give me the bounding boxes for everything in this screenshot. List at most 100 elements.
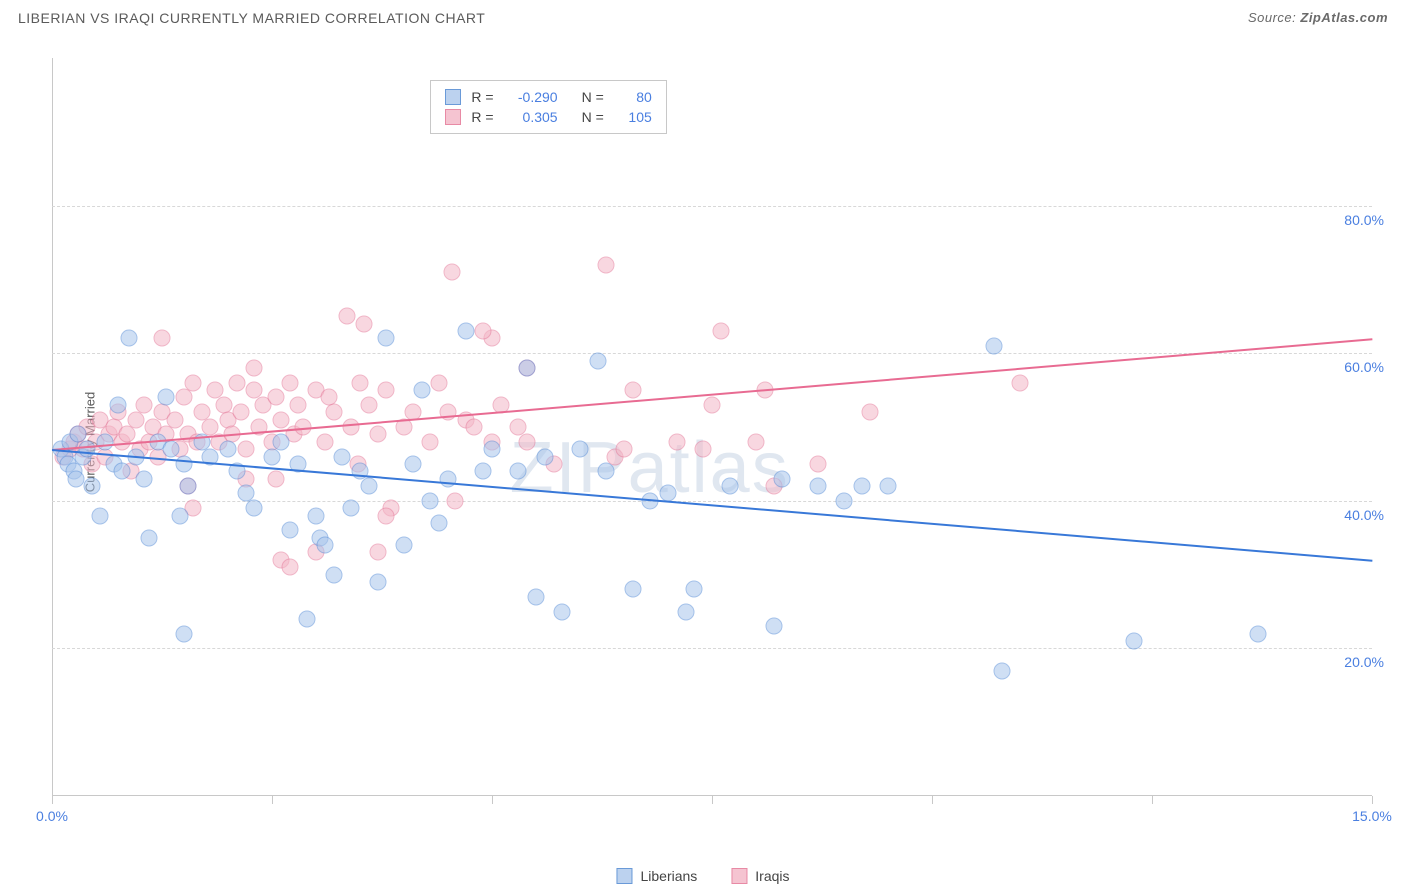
data-point [624,382,641,399]
data-point [444,264,461,281]
data-point [369,426,386,443]
data-point [422,433,439,450]
data-point [220,441,237,458]
data-point [519,433,536,450]
x-tick [272,796,273,804]
data-point [1126,633,1143,650]
data-point [299,610,316,627]
data-point [431,514,448,531]
data-point [114,463,131,480]
x-tick-label: 15.0% [1352,808,1392,824]
data-point [272,411,289,428]
data-point [264,448,281,465]
data-point [180,478,197,495]
data-point [624,581,641,598]
data-point [404,455,421,472]
data-point [136,396,153,413]
x-tick [492,796,493,804]
data-point [616,441,633,458]
data-point [668,433,685,450]
data-point [721,478,738,495]
data-point [136,470,153,487]
data-point [431,374,448,391]
data-point [704,396,721,413]
data-point [92,507,109,524]
legend-swatch [445,109,461,125]
legend-n-label: N = [582,109,604,125]
data-point [765,618,782,635]
legend-n-value: 105 [614,109,652,125]
data-point [836,492,853,509]
legend-swatch-pink [731,868,747,884]
data-point [994,662,1011,679]
y-tick-label: 20.0% [1344,654,1384,670]
data-point [79,441,96,458]
data-point [325,566,342,583]
legend-stat-row: R =0.305N =105 [445,107,651,127]
data-point [167,411,184,428]
data-point [162,441,179,458]
data-point [510,463,527,480]
data-point [228,374,245,391]
data-point [316,433,333,450]
x-tick [712,796,713,804]
x-tick [1372,796,1373,804]
data-point [774,470,791,487]
data-point [413,382,430,399]
data-point [237,441,254,458]
legend-n-label: N = [582,89,604,105]
data-point [352,374,369,391]
data-point [378,382,395,399]
data-point [272,433,289,450]
data-point [356,315,373,332]
data-point [176,389,193,406]
x-tick-label: 0.0% [36,808,68,824]
data-point [325,404,342,421]
plot-region: 20.0%40.0%60.0%80.0%0.0%15.0%ZIPatlasR =… [38,50,1386,834]
legend-swatch-blue [616,868,632,884]
data-point [67,470,84,487]
data-point [396,537,413,554]
data-point [809,455,826,472]
data-point [985,337,1002,354]
data-point [475,463,492,480]
data-point [127,411,144,428]
chart-area: Currently Married 20.0%40.0%60.0%80.0%0.… [38,50,1386,834]
y-tick-label: 40.0% [1344,507,1384,523]
legend-n-value: 80 [614,89,652,105]
data-point [176,455,193,472]
data-point [140,529,157,546]
legend-swatch [445,89,461,105]
chart-source: Source: ZipAtlas.com [1248,10,1388,26]
data-point [369,544,386,561]
data-point [246,359,263,376]
x-tick [932,796,933,804]
x-tick [52,796,53,804]
data-point [334,448,351,465]
data-point [184,374,201,391]
data-point [536,448,553,465]
data-point [1249,625,1266,642]
data-point [378,507,395,524]
legend-stat-row: R =-0.290N =80 [445,87,651,107]
data-point [121,330,138,347]
data-point [268,389,285,406]
data-point [748,433,765,450]
data-point [880,478,897,495]
legend-r-label: R = [471,109,493,125]
data-point [475,323,492,340]
data-point [528,588,545,605]
data-point [338,308,355,325]
data-point [686,581,703,598]
data-point [447,492,464,509]
data-point [118,426,135,443]
data-point [316,537,333,554]
data-point [96,433,113,450]
data-point [158,389,175,406]
data-point [176,625,193,642]
data-point [853,478,870,495]
data-point [369,573,386,590]
data-point [110,396,127,413]
y-tick-label: 80.0% [1344,212,1384,228]
data-point [598,256,615,273]
